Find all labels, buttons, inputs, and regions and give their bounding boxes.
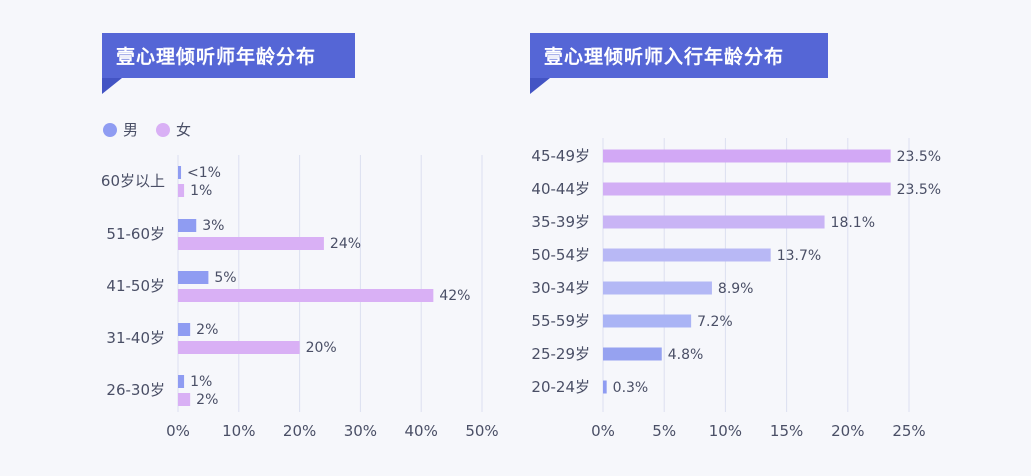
right-chart-title: 壹心理倾听师入行年龄分布	[530, 33, 828, 78]
bar-female	[178, 237, 324, 250]
legend-item-female: 女	[156, 119, 191, 140]
data-label: 23.5%	[897, 182, 941, 198]
data-label: 23.5%	[897, 149, 941, 165]
bar	[603, 215, 825, 229]
data-label: 18.1%	[831, 215, 875, 231]
x-tick-label: 20%	[831, 422, 864, 440]
y-category-label: 51-60岁	[106, 225, 165, 243]
data-label: 7.2%	[697, 314, 733, 330]
bar	[603, 281, 712, 295]
x-tick-label: 0%	[591, 422, 615, 440]
bar	[603, 248, 771, 262]
bar-male	[178, 375, 185, 388]
data-label: 5%	[214, 270, 236, 286]
bar	[603, 182, 891, 196]
y-category-label: 40-44岁	[531, 180, 590, 198]
bar-female	[178, 393, 191, 406]
bar	[603, 347, 662, 361]
y-category-label: 31-40岁	[106, 329, 165, 347]
data-label: 3%	[202, 218, 224, 234]
bar-female	[178, 341, 300, 354]
x-tick-label: 20%	[283, 422, 316, 440]
y-category-label: 50-54岁	[531, 246, 590, 264]
y-category-label: 25-29岁	[531, 345, 590, 363]
x-tick-label: 10%	[709, 422, 742, 440]
legend-item-male: 男	[103, 119, 138, 140]
bar	[603, 380, 607, 394]
legend-label-female: 女	[176, 121, 192, 139]
data-label: 42%	[439, 288, 470, 304]
legend-swatch-female	[156, 122, 171, 137]
data-label: 20%	[306, 340, 337, 356]
bar-female	[178, 184, 185, 197]
data-label: 8.9%	[718, 281, 754, 297]
data-label: 2%	[196, 322, 218, 338]
y-category-label: 60岁以上	[101, 172, 165, 190]
data-label: 4.8%	[668, 347, 704, 363]
left-chart-title: 壹心理倾听师年龄分布	[102, 33, 355, 78]
legend-swatch-male	[103, 122, 117, 137]
bar-male	[178, 271, 209, 284]
x-tick-label: 40%	[405, 422, 438, 440]
y-category-label: 45-49岁	[531, 147, 590, 165]
y-category-label: 35-39岁	[531, 213, 590, 231]
data-label: 1%	[190, 374, 212, 390]
legend: 男 女	[103, 119, 209, 140]
y-category-label: 30-34岁	[531, 279, 590, 297]
x-tick-label: 25%	[892, 422, 925, 440]
bar-male	[178, 323, 191, 336]
data-label: <1%	[187, 165, 221, 181]
bar-female	[178, 289, 434, 302]
banner-tail	[102, 78, 122, 94]
banner-tail	[530, 78, 550, 94]
bar	[603, 314, 692, 328]
data-label: 24%	[330, 236, 361, 252]
x-tick-label: 10%	[222, 422, 255, 440]
x-tick-label: 30%	[344, 422, 377, 440]
data-label: 1%	[190, 183, 212, 199]
bar-male	[178, 219, 197, 232]
y-category-label: 55-59岁	[531, 312, 590, 330]
data-label: 13.7%	[777, 248, 821, 264]
x-tick-label: 15%	[770, 422, 803, 440]
data-label: 2%	[196, 392, 218, 408]
bar-male	[178, 166, 182, 179]
data-label: 0.3%	[613, 380, 649, 396]
x-tick-label: 0%	[166, 422, 190, 440]
y-category-label: 26-30岁	[106, 381, 165, 399]
legend-label-male: 男	[123, 121, 139, 139]
x-tick-label: 5%	[652, 422, 676, 440]
y-category-label: 41-50岁	[106, 277, 165, 295]
x-tick-label: 50%	[465, 422, 498, 440]
y-category-label: 20-24岁	[531, 378, 590, 396]
bar	[603, 149, 891, 163]
